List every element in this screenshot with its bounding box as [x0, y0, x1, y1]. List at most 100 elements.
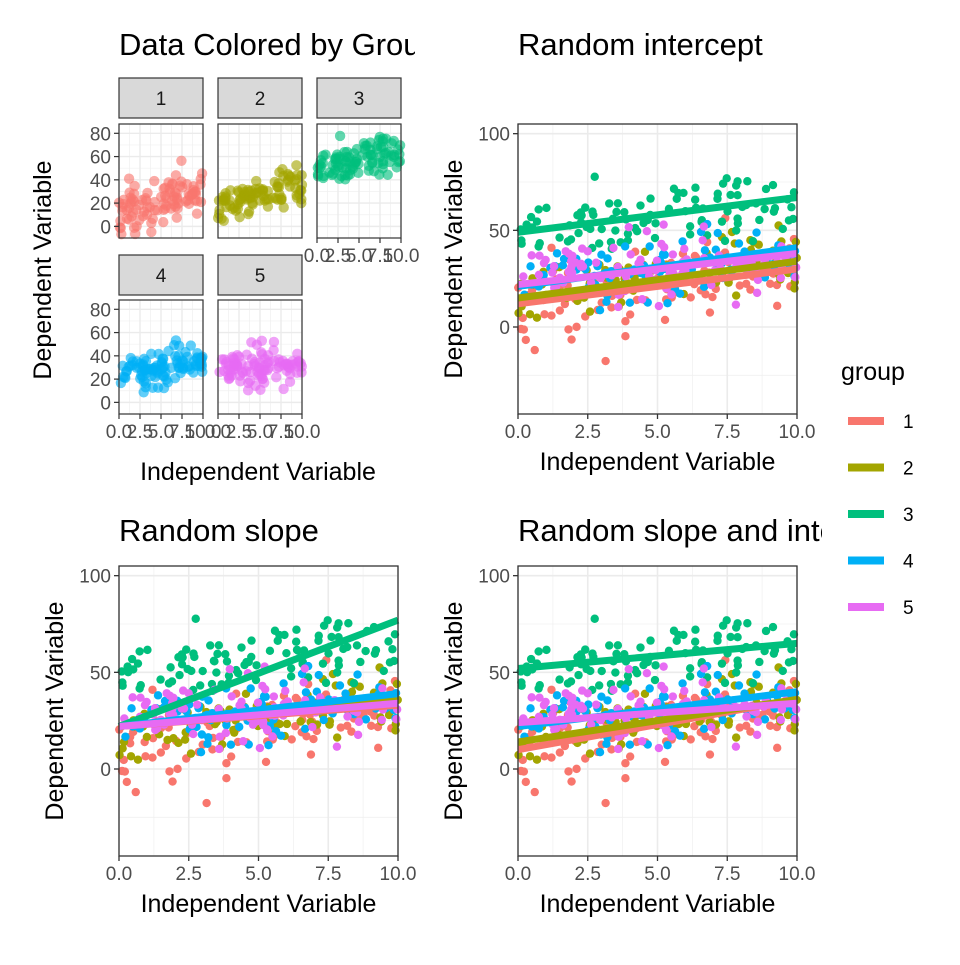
- fitted-line-group-5: [517, 699, 798, 727]
- data-point-group-3: [156, 675, 165, 684]
- data-point-group-1: [572, 322, 581, 332]
- x-tick-label: 5.0: [245, 864, 271, 885]
- data-point-group-5: [259, 377, 270, 388]
- data-point-group-1: [222, 759, 231, 768]
- x-tick-label: 5.0: [247, 422, 273, 443]
- data-point-group-3: [166, 663, 175, 672]
- y-tick-label: 60: [90, 324, 111, 345]
- data-point-group-1: [601, 798, 610, 808]
- facet-5: 5 0.02.55.07.510.0: [205, 254, 320, 443]
- data-point-group-1: [148, 753, 157, 762]
- data-point-group-5: [235, 376, 246, 387]
- data-point-group-5: [667, 290, 676, 299]
- data-points: [212, 160, 308, 226]
- data-point-group-5: [742, 712, 751, 721]
- data-point-group-5: [699, 664, 709, 673]
- data-point-group-2: [525, 752, 535, 761]
- fitted-lines: [517, 639, 798, 754]
- data-point-group-3: [213, 649, 222, 659]
- data-point-group-3: [206, 641, 215, 650]
- x-axis-title: Independent Variable: [141, 890, 377, 918]
- data-point-group-3: [733, 190, 742, 200]
- data-point-group-5: [300, 664, 310, 673]
- data-point-group-5: [642, 227, 652, 236]
- data-point-group-3: [685, 672, 695, 681]
- data-point-group-3: [620, 207, 629, 217]
- data-point-group-3: [191, 614, 200, 623]
- data-point-group-3: [175, 670, 184, 680]
- data-point-group-3: [733, 632, 742, 642]
- data-points: [113, 155, 208, 240]
- data-point-group-3: [198, 666, 207, 676]
- facet-border: [217, 123, 303, 239]
- data-point-group-1: [173, 764, 182, 774]
- data-point-group-3: [365, 149, 377, 161]
- data-point-group-3: [189, 649, 198, 658]
- data-point-group-5: [613, 744, 623, 754]
- data-point-group-1: [126, 196, 137, 207]
- data-point-group-1: [131, 787, 140, 797]
- data-point-group-4: [675, 289, 685, 298]
- data-point-group-5: [534, 270, 544, 279]
- data-point-group-4: [663, 740, 672, 750]
- data-point-group-3: [755, 657, 764, 667]
- data-point-group-1: [708, 734, 717, 744]
- data-point-group-1: [686, 735, 695, 744]
- data-point-group-2: [251, 175, 262, 187]
- data-point-group-1: [516, 324, 526, 334]
- data-point-group-3: [611, 668, 620, 677]
- data-point-group-4: [204, 696, 213, 705]
- x-tick-label: 5.0: [148, 422, 174, 443]
- data-point-group-3: [133, 659, 143, 668]
- data-point-group-4: [713, 228, 722, 238]
- data-point-group-3: [380, 147, 391, 159]
- data-point-group-4: [625, 740, 635, 749]
- data-point-group-3: [690, 637, 700, 646]
- data-point-group-4: [552, 249, 562, 258]
- data-point-group-1: [742, 279, 751, 289]
- x-tick-label: 2.5: [176, 864, 202, 885]
- x-tick-label: 5.0: [644, 422, 670, 443]
- data-point-group-3: [320, 149, 331, 160]
- data-point-group-1: [261, 757, 271, 767]
- data-point-group-1: [625, 310, 635, 319]
- data-point-group-4: [170, 335, 182, 346]
- y-tick-label: 80: [90, 300, 111, 321]
- data-point-group-4: [235, 722, 244, 732]
- data-point-group-5: [232, 349, 243, 361]
- data-point-group-4: [246, 684, 255, 693]
- data-point-group-1: [521, 335, 531, 345]
- fitted-line-group-3: [517, 193, 798, 236]
- data-point-group-3: [542, 203, 551, 213]
- data-point-group-5: [519, 272, 528, 281]
- data-point-group-3: [534, 242, 543, 251]
- x-tick-label: 10.0: [779, 864, 816, 885]
- data-point-group-1: [625, 752, 635, 761]
- data-point-group-2: [142, 732, 152, 742]
- data-point-group-3: [574, 228, 583, 238]
- data-point-group-3: [630, 665, 640, 675]
- data-point-group-1: [309, 734, 318, 744]
- data-point-group-1: [690, 693, 700, 703]
- data-point-group-5: [225, 664, 234, 674]
- data-point-group-5: [707, 722, 716, 732]
- data-point-group-3: [324, 649, 333, 658]
- data-point-group-1: [336, 723, 346, 732]
- data-point-group-5: [659, 662, 668, 671]
- data-point-group-2: [118, 744, 127, 753]
- data-point-group-4: [559, 696, 569, 706]
- data-point-group-4: [204, 733, 213, 742]
- data-point-group-1: [530, 787, 539, 797]
- data-point-group-3: [526, 212, 536, 222]
- data-point-group-5: [269, 692, 279, 701]
- data-point-group-2: [532, 313, 542, 322]
- data-point-group-3: [293, 646, 303, 655]
- data-point-group-3: [770, 204, 780, 213]
- data-point-group-4: [620, 242, 630, 251]
- x-tick-label: 0.0: [505, 422, 531, 443]
- data-point-group-4: [138, 353, 150, 365]
- data-point-group-5: [535, 693, 544, 702]
- data-point-group-5: [169, 693, 178, 703]
